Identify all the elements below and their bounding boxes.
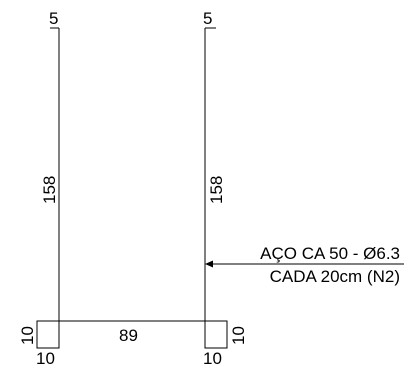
annotation-line-2: CADA 20cm (N2)	[270, 267, 400, 286]
right-vertical-label: 158	[207, 176, 226, 204]
right-foot-height-label: 10	[229, 326, 248, 345]
right-top-hook-label: 5	[203, 9, 212, 28]
left-foot-box	[36, 320, 60, 349]
left-foot-width-label: 10	[36, 349, 55, 368]
annotation-line-1: AÇO CA 50 - Ø6.3	[260, 244, 400, 263]
right-foot-box	[204, 320, 228, 349]
left-vertical-label: 158	[40, 176, 59, 204]
left-top-hook-label: 5	[49, 9, 58, 28]
annotation-arrowhead	[205, 260, 213, 268]
right-foot-width-label: 10	[203, 349, 222, 368]
bottom-horizontal-label: 89	[119, 326, 138, 345]
left-foot-height-label: 10	[18, 326, 37, 345]
